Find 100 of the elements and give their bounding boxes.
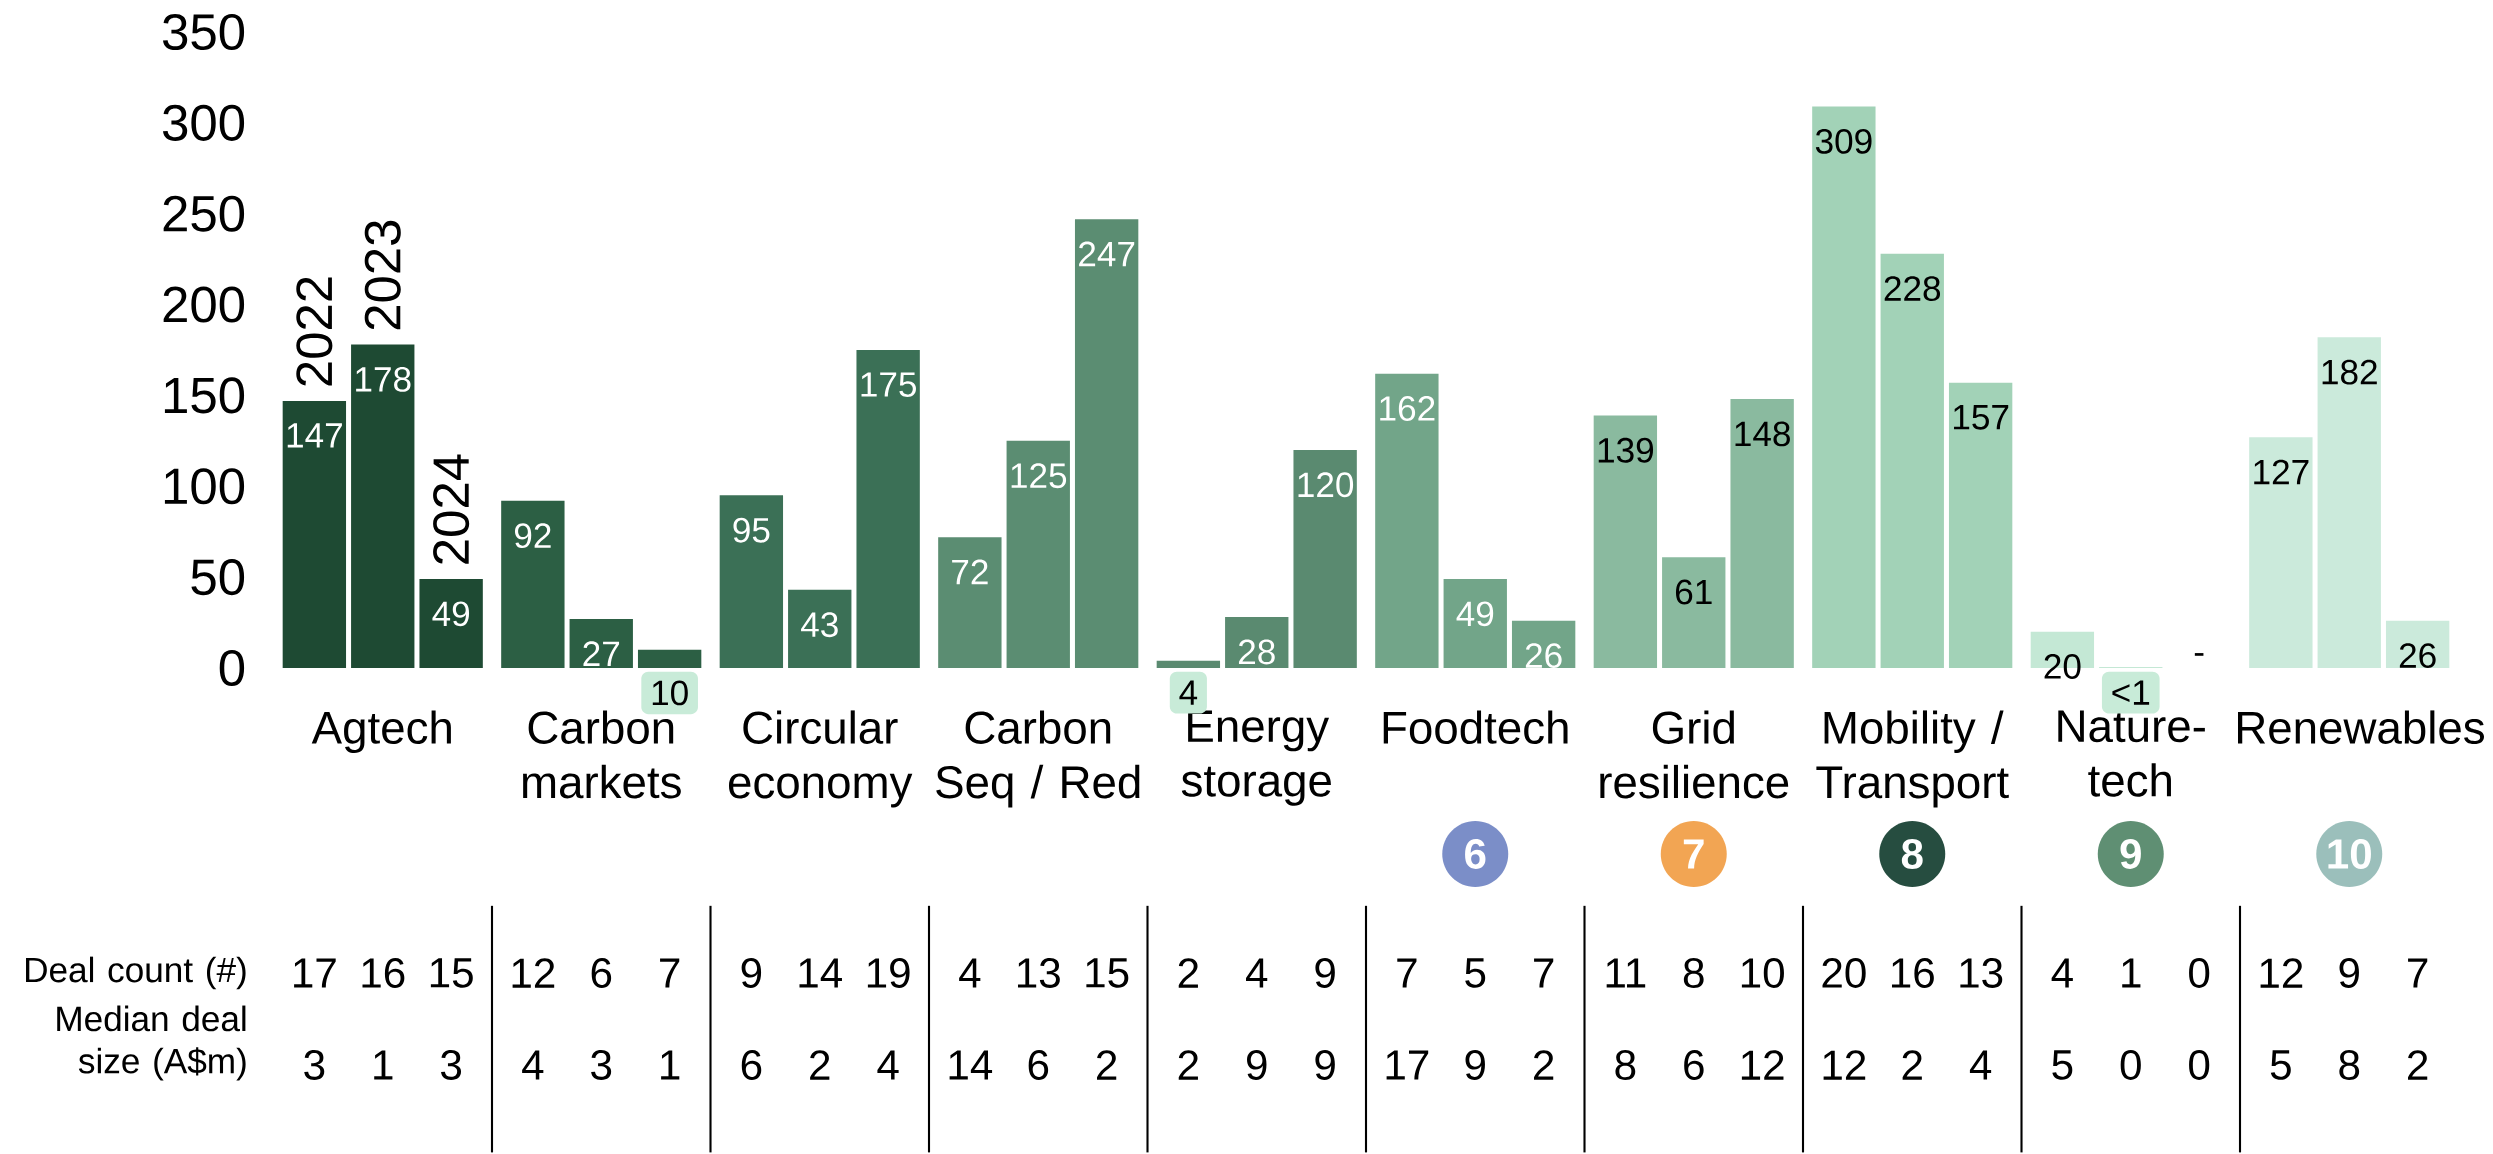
text: 6 [1465,839,1486,869]
data-label: 2 [2408,1050,2428,1080]
data-label: 5 [2052,1050,2073,1080]
data-label: 4 [1179,680,1198,705]
data-label: 27 [583,641,620,666]
data-label: 147 [287,423,342,448]
data-label: 247 [1079,241,1135,267]
data-label: 6 [741,1050,762,1080]
data-label: 4 [2051,958,2073,988]
data-label: 5 [2270,1050,2291,1080]
data-label: 11 [1606,958,1646,988]
data-label: 15 [1086,958,1129,988]
data-label: 8 [1615,1050,1636,1080]
data-label: 17 [1386,1050,1429,1080]
text: 10 [2328,839,2371,869]
x-tick-label: Foodtech [1383,710,1568,744]
data-label: 49 [432,601,470,627]
y-tick-label: 300 [162,104,245,141]
y-tick-label: 200 [163,286,245,323]
data-label: 4 [1969,1050,1992,1080]
data-label: 1 [2122,958,2141,988]
data-label: 125 [1011,463,1067,489]
data-label: 8 [1683,958,1704,988]
data-label: 19 [867,958,910,988]
data-label: 7 [1397,958,1417,988]
data-label: 9 [1315,1050,1335,1080]
text: 8 [1901,839,1923,869]
data-label: 92 [514,523,551,549]
data-label: 6 [1028,1050,1049,1080]
data-label: 12 [1741,1050,1784,1080]
data-label: 4 [959,958,981,988]
data-label: 15 [430,958,473,988]
y-tick-label: 350 [162,13,245,51]
data-label: 49 [1456,601,1494,627]
data-label: 5 [1465,958,1486,988]
x-tick-label: Circular economy [728,710,913,808]
data-label: 14 [799,958,842,988]
data-label: 0 [2189,1050,2210,1080]
x-tick-label: Nature-tech [2058,710,2205,797]
data-label: 12 [512,958,555,988]
data-label: 9 [1247,1050,1267,1080]
data-label: 13 [1017,958,1060,988]
data-label: 9 [1315,958,1335,988]
data-label: 26 [2399,643,2436,669]
data-label: 12 [2260,958,2303,988]
data-label: 228 [1884,276,1941,301]
data-label: 157 [1954,405,2009,430]
data-label: 61 [1675,579,1712,605]
data-label: 26 [1525,643,1562,669]
data-label: 4 [522,1050,544,1080]
y-tick-label: 50 [191,559,245,596]
data-label: 2 [1178,958,1198,988]
x-tick-label: Grid resilience [1600,710,1789,799]
data-label: 148 [1735,421,1790,447]
x-tick-label: Carbon markets [523,710,681,799]
data-label: 2 [1902,1050,1922,1080]
text: 2024 [433,454,470,564]
data-label: 4 [1246,958,1268,988]
data-label: 10 [1741,958,1784,988]
data-label: 1 [661,1050,680,1080]
text: - [2194,653,2204,656]
data-label: 2 [1178,1050,1198,1080]
data-label: 309 [1815,128,1872,154]
data-label: 8 [2339,1050,2360,1080]
data-label: 127 [2254,459,2309,485]
data-label: 9 [1465,1050,1485,1080]
y-tick-label: 0 [219,649,245,687]
data-label: 2 [1534,1050,1554,1080]
y-tick-label: Deal count (#) [26,956,246,990]
x-tick-label: Carbon Seq / Red [936,710,1140,808]
data-label: 120 [1298,472,1354,498]
x-tick-label: Mobility / Transport [1816,710,2009,808]
data-label: 20 [2044,654,2081,679]
data-label: 28 [1238,639,1275,665]
data-label: 2 [1097,1050,1117,1080]
data-label: 17 [294,958,336,988]
data-label: 12 [1823,1050,1866,1080]
data-label: 6 [1684,1050,1704,1080]
y-tick-label: 100 [164,468,245,505]
data-label: 6 [591,958,612,988]
data-label: 0 [2120,1050,2141,1080]
data-label: 4 [877,1050,899,1080]
y-tick-label: Median deal size (A$m) [57,1005,246,1081]
data-label: 10 [652,680,688,706]
data-label: 0 [2189,958,2210,988]
data-label: 3 [591,1050,612,1080]
data-label: 139 [1598,437,1654,463]
y-tick-label: 150 [164,377,245,414]
x-tick-label: Agtech [311,710,451,754]
data-label: 2 [810,1050,830,1080]
data-label: 20 [1822,958,1866,988]
data-label: 16 [1892,958,1934,988]
data-label: 13 [1960,958,2003,988]
data-label: 43 [801,612,838,638]
data-label: 1 [374,1050,393,1080]
x-tick-label: Energy storage [1181,710,1331,806]
data-label: <1 [2112,680,2150,705]
data-label: 16 [362,958,405,988]
data-label: 7 [2408,958,2428,988]
data-label: 95 [733,517,770,543]
